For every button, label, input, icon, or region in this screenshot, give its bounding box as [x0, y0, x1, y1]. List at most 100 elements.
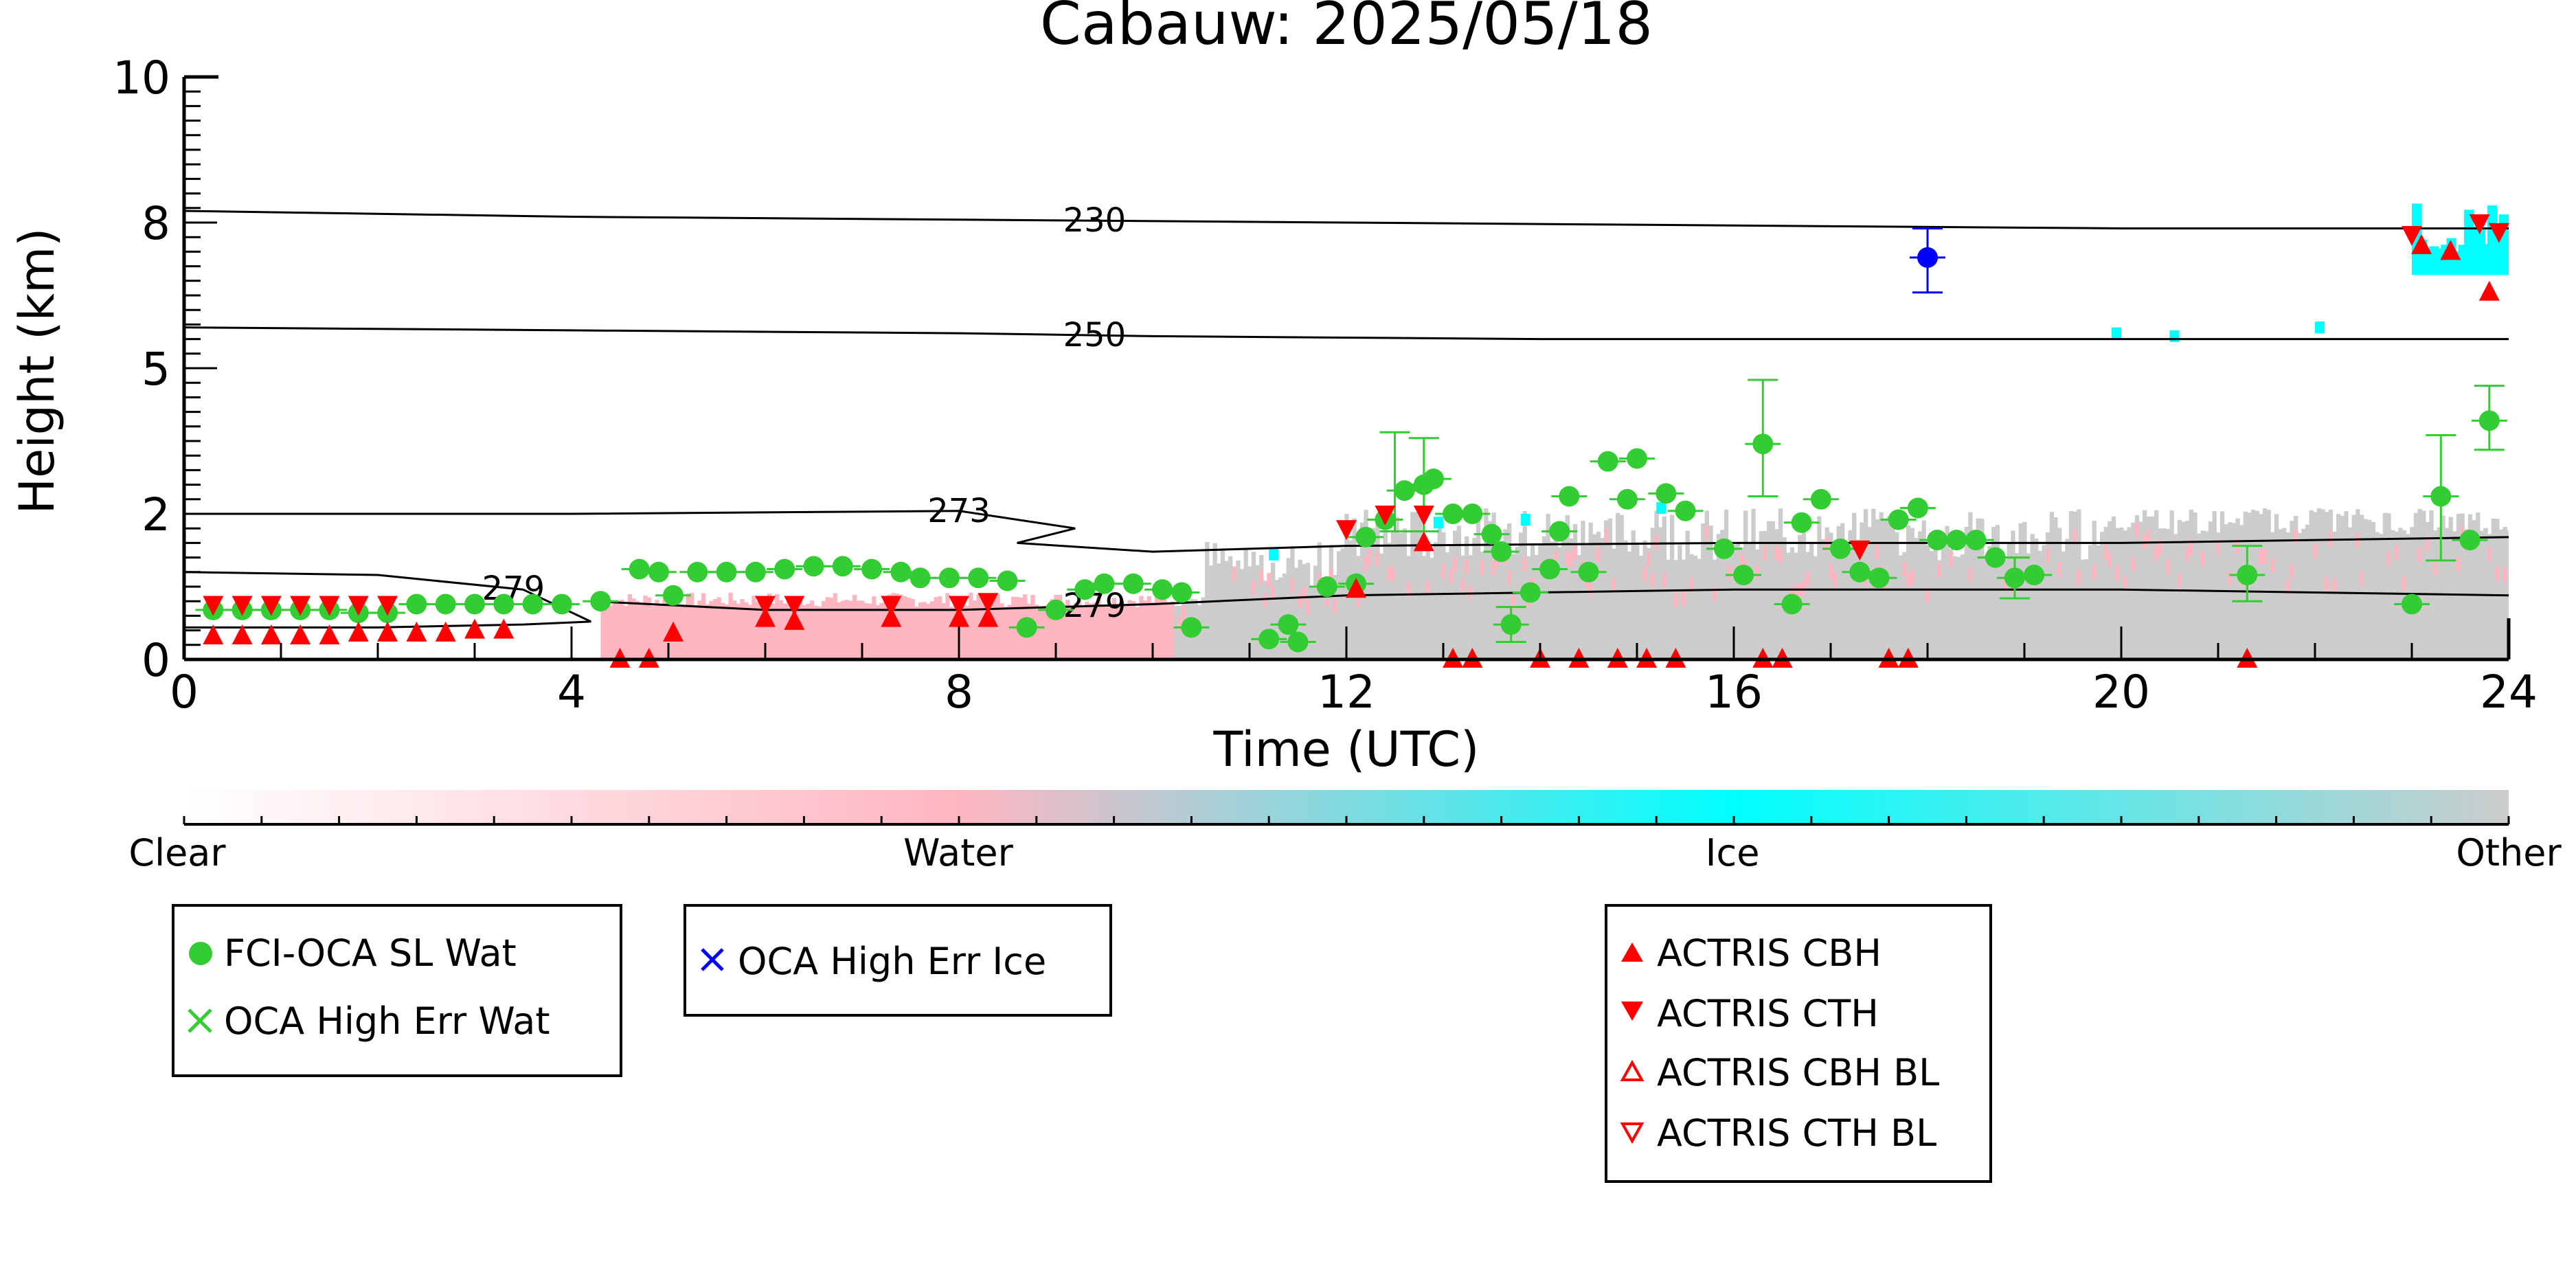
data-point [881, 596, 902, 616]
shading-water-patch [2293, 529, 2298, 544]
shading-column [690, 593, 694, 659]
data-point [1907, 497, 1928, 519]
shading-column [969, 592, 973, 659]
shading-water-patch [1704, 525, 1710, 541]
shading-column [2429, 510, 2434, 659]
shading-column [984, 600, 989, 659]
shading-column [1298, 559, 1302, 659]
shading-column [1607, 518, 1613, 659]
data-point [1985, 547, 2006, 568]
shading-column [1324, 587, 1330, 659]
data-point [1394, 480, 1415, 501]
shading-column [1232, 566, 1236, 659]
legend-entry: ACTRIS CTH [1657, 992, 1879, 1035]
shading-water-patch [1832, 572, 1838, 587]
shading-column [655, 600, 659, 659]
shading-column [1476, 510, 1481, 659]
shading-column [1406, 556, 1411, 659]
y-tick-label: 2 [142, 488, 170, 541]
shading-water-patch [2200, 551, 2205, 566]
data-point [1791, 512, 1812, 533]
shading-column [2243, 511, 2248, 659]
shading-column [1619, 515, 1624, 659]
colorbar-label-clear: Clear [128, 831, 226, 874]
shading-column [1123, 605, 1129, 659]
data-point [290, 624, 311, 645]
shading-column [1886, 516, 1892, 659]
shading-water-patch [1425, 580, 1430, 596]
shading-column [1399, 532, 1403, 659]
shading-column [883, 596, 888, 659]
shading-water-patch [2394, 545, 2399, 561]
shading-column [1693, 555, 1698, 659]
data-point [203, 596, 224, 616]
shading-column [806, 603, 811, 659]
shading-water-patch [2487, 547, 2492, 562]
shading-column [1755, 549, 1760, 659]
x-tick-label: 4 [557, 666, 586, 719]
shading-column [1491, 512, 1496, 659]
legend-frame [172, 904, 622, 1077]
shading-water-patch [2290, 563, 2294, 578]
shading-column [709, 600, 714, 659]
shading-column [2088, 545, 2093, 659]
data-point [1519, 582, 1541, 603]
shading-column [631, 598, 636, 659]
data-point [949, 596, 969, 616]
shading-column [1317, 542, 1322, 659]
y-tick-label: 8 [142, 197, 170, 250]
shading-column [2049, 512, 2055, 659]
shading-water-patch [2165, 559, 2171, 574]
data-point [997, 570, 1018, 591]
x-axis-label: Time (UTC) [1213, 721, 1480, 778]
data-point [406, 594, 427, 615]
shading-column [2162, 528, 2167, 659]
shading-column [1139, 596, 1144, 659]
shading-column [1104, 605, 1109, 659]
shading-column [1421, 556, 1427, 659]
legend-entry: ACTRIS CBH BL [1657, 1051, 1939, 1094]
shading-column [2328, 509, 2334, 659]
shading-column [802, 605, 806, 659]
shading-column [2030, 534, 2035, 659]
legend-marker-triangle-down [1621, 1002, 1643, 1021]
data-point [1278, 614, 1299, 635]
shading-column [848, 600, 853, 659]
shading-water-patch [1441, 564, 1446, 579]
shading-column [624, 606, 629, 659]
shading-column [1220, 548, 1225, 659]
shading-column [1813, 556, 1818, 659]
data-point [1656, 483, 1677, 504]
shading-water-patch [1368, 550, 1372, 565]
shading-water-patch [2228, 570, 2233, 586]
data-point [2402, 225, 2422, 246]
shading-column [1050, 599, 1054, 659]
shading-column [2467, 514, 2473, 659]
data-point [1094, 573, 1115, 594]
shading-column [1581, 521, 1585, 659]
data-point [978, 593, 999, 613]
shading-column [1433, 542, 1438, 659]
shading-column [1759, 531, 1764, 659]
data-point [464, 594, 485, 615]
legend-frame [1605, 904, 1992, 1183]
data-point [890, 561, 912, 583]
shading-water-patch [2332, 578, 2337, 594]
shading-column [1236, 560, 1241, 659]
shading-water-patch [1755, 564, 1760, 579]
shading-column [2193, 512, 2197, 659]
shading-column [1941, 541, 1946, 659]
data-point [1946, 530, 1967, 551]
data-point [938, 567, 960, 589]
shading-column [2014, 553, 2020, 659]
shading-column [1394, 517, 1399, 659]
shading-column [1042, 605, 1047, 659]
shading-column [1914, 538, 1919, 659]
shading-column [1681, 559, 1686, 659]
shading-water-patch [1875, 544, 1880, 559]
shading-column [1638, 555, 1644, 659]
contour-line [183, 210, 2509, 229]
shading-column [2297, 532, 2302, 659]
legend-marker-x [701, 948, 724, 971]
